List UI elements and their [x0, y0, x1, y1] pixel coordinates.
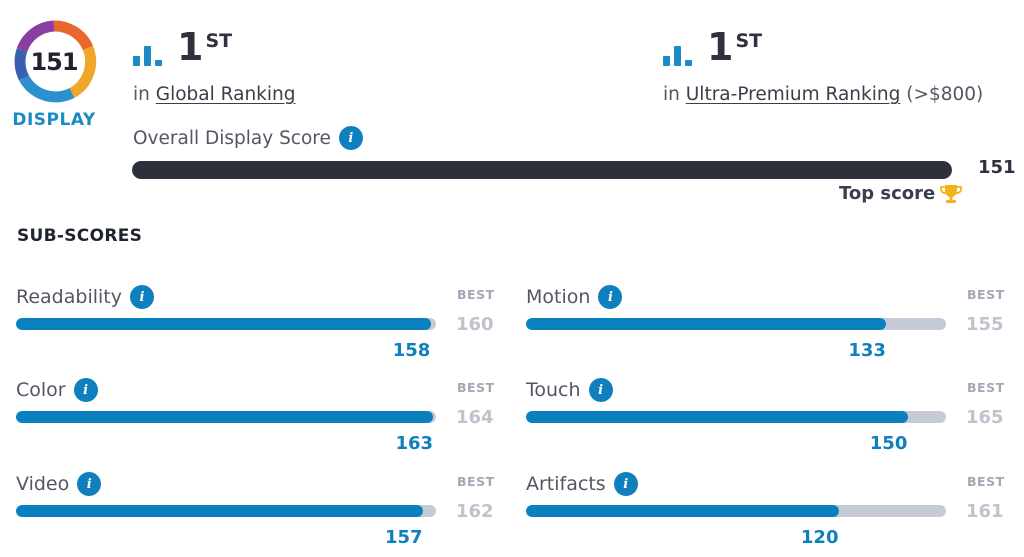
best-label: BEST	[967, 287, 1005, 302]
badge-label: DISPLAY	[12, 110, 96, 130]
subscore-bar	[16, 505, 436, 517]
bar-chart-icon	[663, 46, 693, 66]
subscore-color: Color i BEST 164 163	[16, 378, 496, 466]
overall-score-bar	[132, 161, 952, 179]
subscore-label: Touch i	[526, 378, 613, 402]
premium-ranking-link[interactable]: Ultra-Premium Ranking	[685, 84, 901, 105]
subscore-value: 120	[800, 527, 839, 548]
subscore-motion: Motion i BEST 155 133	[526, 285, 1006, 373]
best-value: 160	[456, 314, 494, 335]
subscore-value: 133	[848, 340, 886, 361]
subscore-label-text: Touch	[526, 379, 581, 401]
global-rank-suffix: ST	[205, 30, 233, 52]
premium-price-note: (>$800)	[906, 84, 984, 105]
info-icon[interactable]: i	[338, 126, 363, 150]
premium-rank-number: 1	[707, 25, 734, 69]
subscore-value: 158	[392, 340, 431, 361]
subscore-video: Video i BEST 162 157	[16, 472, 496, 557]
subscore-value: 163	[395, 433, 434, 454]
overall-score-text: Overall Display Score	[133, 127, 331, 149]
subscore-value: 150	[869, 433, 908, 454]
subscore-fill	[526, 411, 908, 423]
subscore-label-text: Video	[16, 473, 70, 495]
subscore-label-text: Color	[16, 379, 66, 401]
subscore-label: Video i	[16, 472, 102, 496]
global-rank-number: 1	[177, 25, 204, 69]
info-icon[interactable]: i	[613, 472, 638, 496]
badge-score: 151	[30, 48, 78, 76]
premium-rank-prefix: in	[663, 84, 680, 105]
best-label: BEST	[967, 474, 1005, 489]
best-value: 165	[966, 407, 1004, 428]
best-label: BEST	[457, 287, 495, 302]
global-rank-prefix: in	[133, 84, 150, 105]
best-label: BEST	[457, 380, 495, 395]
badge-ring-icon	[14, 20, 97, 103]
best-value: 155	[966, 314, 1004, 335]
info-icon[interactable]: i	[73, 378, 98, 402]
info-icon[interactable]: i	[77, 472, 102, 496]
subscore-label-text: Readability	[16, 286, 122, 308]
subscore-bar	[526, 505, 946, 517]
subscore-bar	[526, 318, 946, 330]
subscores-heading: SUB-SCORES	[17, 226, 143, 246]
premium-ranking: 1 ST in Ultra-Premium Ranking (>$800)	[663, 28, 983, 105]
global-ranking: 1 ST in Global Ranking	[133, 28, 296, 105]
subscore-readability: Readability i BEST 160 158	[16, 285, 496, 373]
best-label: BEST	[457, 474, 495, 489]
subscore-label-text: Artifacts	[526, 473, 606, 495]
subscore-bar	[16, 411, 436, 423]
overall-score-value: 151	[978, 157, 1016, 178]
subscore-fill	[16, 318, 431, 330]
subscore-label: Readability i	[16, 285, 154, 309]
display-score-badge: 151 DISPLAY	[6, 18, 102, 133]
subscore-bar	[16, 318, 436, 330]
subscore-fill	[526, 318, 887, 330]
top-score-label: Top score	[839, 183, 936, 204]
subscore-fill	[16, 411, 434, 423]
best-value: 161	[966, 501, 1004, 522]
bar-chart-icon	[133, 46, 163, 66]
subscore-label-text: Motion	[526, 286, 591, 308]
premium-rank-suffix: ST	[735, 30, 763, 52]
top-score-badge: Top score	[839, 183, 963, 204]
subscore-label: Motion i	[526, 285, 623, 309]
subscore-fill	[526, 505, 839, 517]
subscore-fill	[16, 505, 423, 517]
global-ranking-link[interactable]: Global Ranking	[155, 84, 296, 105]
info-icon[interactable]: i	[598, 285, 623, 309]
trophy-icon	[940, 184, 963, 203]
subscore-touch: Touch i BEST 165 150	[526, 378, 1006, 466]
subscore-label: Artifacts i	[526, 472, 638, 496]
best-value: 164	[456, 407, 494, 428]
subscore-bar	[526, 411, 946, 423]
overall-score-fill	[132, 161, 952, 179]
info-icon[interactable]: i	[588, 378, 613, 402]
subscore-label: Color i	[16, 378, 98, 402]
subscore-value: 157	[384, 527, 423, 548]
best-label: BEST	[967, 380, 1005, 395]
subscore-artifacts: Artifacts i BEST 161 120	[526, 472, 1006, 557]
overall-score-label: Overall Display Score i	[133, 126, 363, 150]
best-value: 162	[456, 501, 494, 522]
info-icon[interactable]: i	[129, 285, 154, 309]
